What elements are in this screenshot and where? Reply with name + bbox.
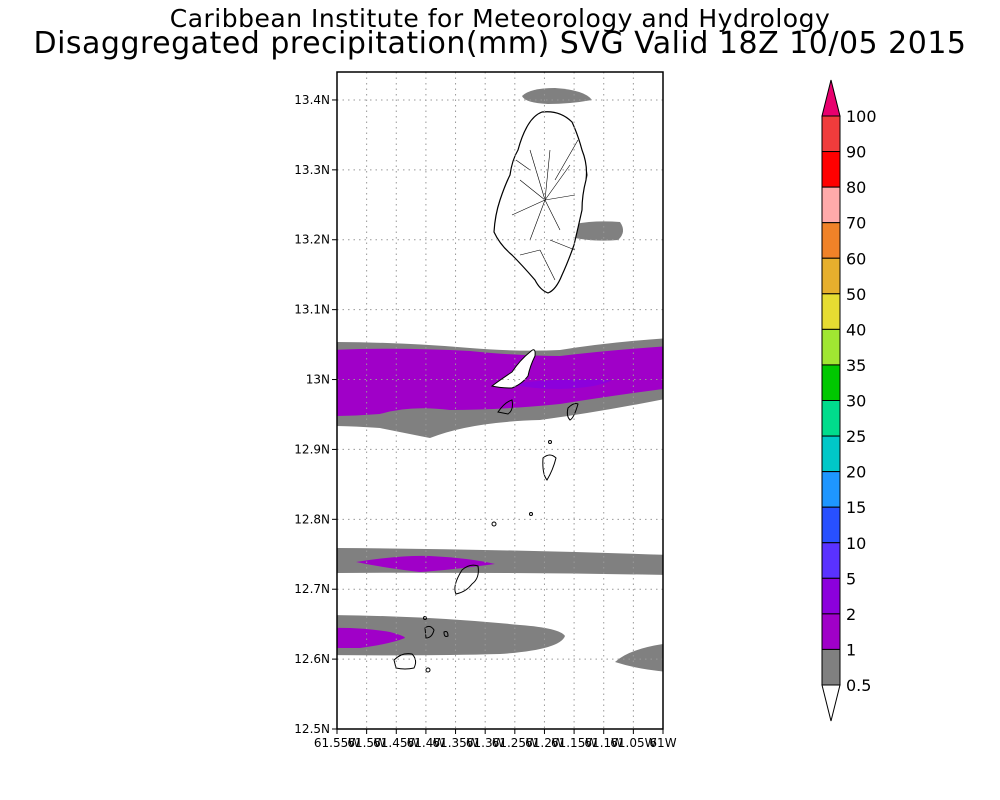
y-tick-label: 12.7N [294,582,330,596]
colorbar-swatch [821,400,841,437]
colorbar-label: 10 [846,534,866,553]
colorbar-label: 100 [846,107,877,126]
island-canouan-ne [566,403,579,421]
island-small-cay-5 [425,667,431,673]
colorbar-label: 40 [846,320,866,339]
colorbar-swatch [821,328,841,366]
chart-subtitle: Disaggregated precipitation(mm) SVG Vali… [33,26,967,61]
colorbar-swatch [821,648,841,686]
colorbar-label: 50 [846,285,866,304]
colorbar-label: 15 [846,498,866,517]
colorbar-swatch [821,542,841,579]
island-canouan [542,454,557,481]
x-tick-label: 61.35W [432,736,478,750]
colorbar-label: 70 [846,214,866,233]
precip-violet-core [512,379,612,389]
island-mustique-cays-1 [497,399,513,415]
colorbar-label: 20 [846,463,866,482]
x-tick-label: 61.3W [466,736,505,750]
colorbar-label: 35 [846,356,866,375]
precip-gray-east-patch [575,221,624,241]
colorbar-label: 2 [846,605,856,624]
precip-purple-band-south2 [337,627,405,648]
island-drainage-lines [511,139,579,281]
colorbar-label: 0.5 [846,676,871,695]
plot-frame [336,71,664,730]
x-tick-label: 61.2W [525,736,564,750]
color-legend: 100 90 80 70 60 50 40 35 30 25 20 15 10 5 2 1 0.5 [821,79,877,722]
island-union [454,564,479,595]
x-tick-label: 61.45W [373,736,419,750]
colorbar-label: 30 [846,392,866,411]
colorbar-label: 25 [846,427,866,446]
y-tick-label: 13N [306,373,330,387]
x-tick-label: 61.4W [407,736,446,750]
precip-gray-southeast [615,644,663,672]
colorbar-swatch-bottom [821,684,841,722]
colorbar-label: 1 [846,640,856,659]
colorbar-swatch [821,151,841,188]
x-tick-label: 61.55W [314,736,360,750]
x-tick-label: 61.15W [551,736,597,750]
island-small-cay-2 [529,512,533,516]
colorbar-swatch [821,471,841,508]
y-tick-label: 13.2N [294,233,330,247]
y-axis: 13.4N 13.3N 13.2N 13.1N 13N 12.9N 12.8N 12.7N 12… [294,93,337,736]
colorbar-swatch [821,115,841,153]
colorbar-swatch [821,257,841,295]
y-tick-label: 12.5N [294,722,330,736]
colorbar-swatch [821,293,841,330]
x-axis: 61.55W61.5W61.45W61.4W61.35W61.3W61.25W6… [314,729,677,750]
colorbar-label: 80 [846,178,866,197]
colorbar-swatch [821,613,841,650]
island-carriacou [393,653,417,670]
y-tick-label: 13.4N [294,93,330,107]
y-tick-label: 12.8N [294,512,330,526]
colorbar-label: 5 [846,569,856,588]
island-small-cay-4 [423,616,427,620]
colorbar-swatch [821,506,841,544]
island-carriacou-north [424,625,449,639]
colorbar-label: 60 [846,249,866,268]
x-tick-label: 61.1W [584,736,623,750]
chart-title: Caribbean Institute for Meteorology and … [169,4,831,33]
colorbar-swatch [821,435,841,473]
precip-purple-band-south1 [356,555,495,572]
y-tick-label: 13.1N [294,303,330,317]
y-tick-label: 12.9N [294,442,330,456]
colorbar-swatch-top [821,79,841,117]
x-tick-label: 61.25W [492,736,538,750]
precip-gray-band-south2 [337,615,565,656]
y-tick-label: 12.6N [294,652,330,666]
island-bequia [490,349,536,389]
island-small-cay-3 [491,521,497,527]
colorbar-swatch [821,186,841,224]
x-tick-label: 61.5W [347,736,386,750]
island-small-cay-1 [548,440,552,444]
colorbar-swatch [821,577,841,615]
x-tick-label: 61W [649,736,676,750]
x-tick-label: 61.05W [610,736,656,750]
colorbar-swatch [821,222,841,259]
precip-fields [337,88,663,673]
colorbar-label: 90 [846,143,866,162]
y-tick-label: 13.3N [294,163,330,177]
colorbar-swatch [821,364,841,401]
